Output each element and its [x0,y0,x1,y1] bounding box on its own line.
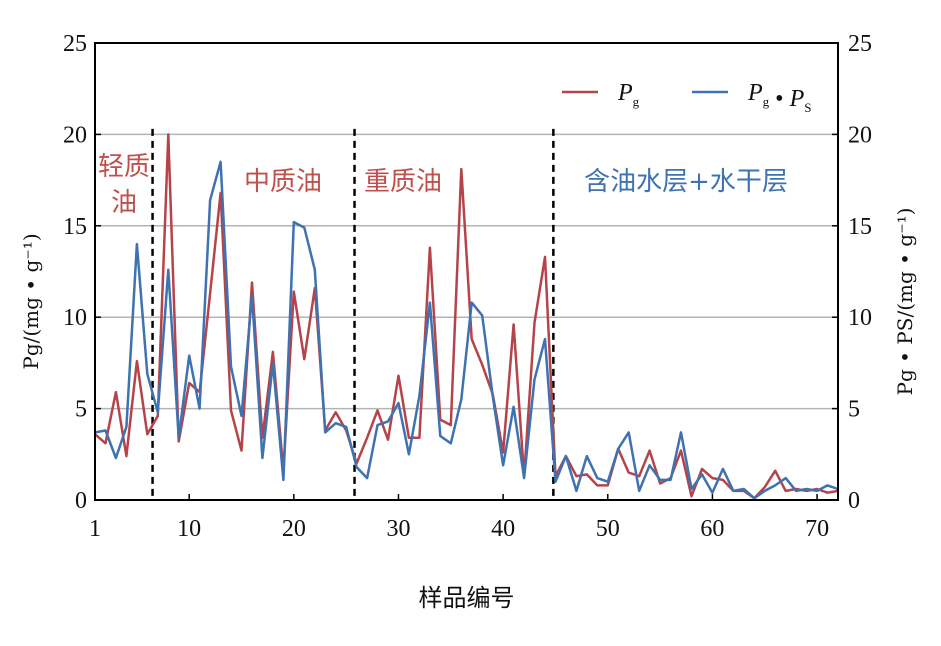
region-label-line: 油 [111,188,137,218]
x-tick-label: 60 [700,516,724,542]
x-tick-label: 1 [89,516,101,542]
region-label-line: 中质油 [244,167,322,197]
y-tick-label-right: 15 [848,214,872,240]
y-tick-label-right: 10 [848,305,872,331]
y-tick-label-left: 15 [63,214,87,240]
y-tick-label-left: 20 [63,122,87,148]
legend-label: Pg • PS [747,80,811,115]
x-tick-label: 20 [282,516,306,542]
legend-label-part: g [763,94,770,109]
x-tick-label: 40 [491,516,515,542]
legend-label-part: P [617,80,633,106]
legend-label-part: S [804,100,811,115]
series-line-pg-ps [94,160,839,500]
y-tick-label-left: 25 [63,31,87,57]
legend-label-part: g [633,94,640,109]
region-labels: 轻质油 中质油 重质油 含油水层+水干层 [98,152,788,218]
y-axis-label-right: Pg • PS/(mg • g⁻¹) [893,208,917,396]
region-dividers [151,128,555,500]
region-label-line: 含油水层+水干层 [584,167,788,197]
legend-label-part: P [789,86,805,112]
y-tick-label-right: 20 [848,122,872,148]
axis-ticks: 0 0 5 5 10 10 15 15 20 20 25 25 1 10 20 30 40 50 60 70 [63,31,872,542]
legend-label-part: • [769,86,789,112]
region-label: 重质油 [364,167,442,197]
region-label: 含油水层+水干层 [584,167,788,197]
y-tick-label-right: 25 [848,31,872,57]
x-tick-label: 10 [177,516,201,542]
series-lines [94,133,839,500]
plot-frame [94,42,839,501]
region-label-line: 重质油 [364,167,442,197]
y-tick-label-left: 10 [63,305,87,331]
y-tick-label-right: 5 [848,397,860,423]
axis-labels: 样品编号 Pg/(mg • g⁻¹) Pg • PS/(mg • g⁻¹) [19,208,917,612]
series-line-pg [94,133,839,500]
legend-label-part: P [747,80,763,106]
region-label: 轻质油 [98,152,150,218]
x-tick-label: 70 [805,516,829,542]
legend-label: Pg [617,80,640,109]
x-axis-label: 样品编号 [419,584,515,612]
y-tick-label-right: 0 [848,488,860,514]
grid-lines [95,133,838,410]
x-tick-label: 30 [386,516,410,542]
y-axis-label-left: Pg/(mg • g⁻¹) [19,233,43,369]
region-label-line: 轻质 [98,152,150,182]
region-label: 中质油 [244,167,322,197]
y-tick-label-left: 5 [75,397,87,423]
legend: Pg Pg • PS [562,80,811,115]
y-tick-label-left: 0 [75,488,87,514]
x-tick-label: 50 [596,516,620,542]
